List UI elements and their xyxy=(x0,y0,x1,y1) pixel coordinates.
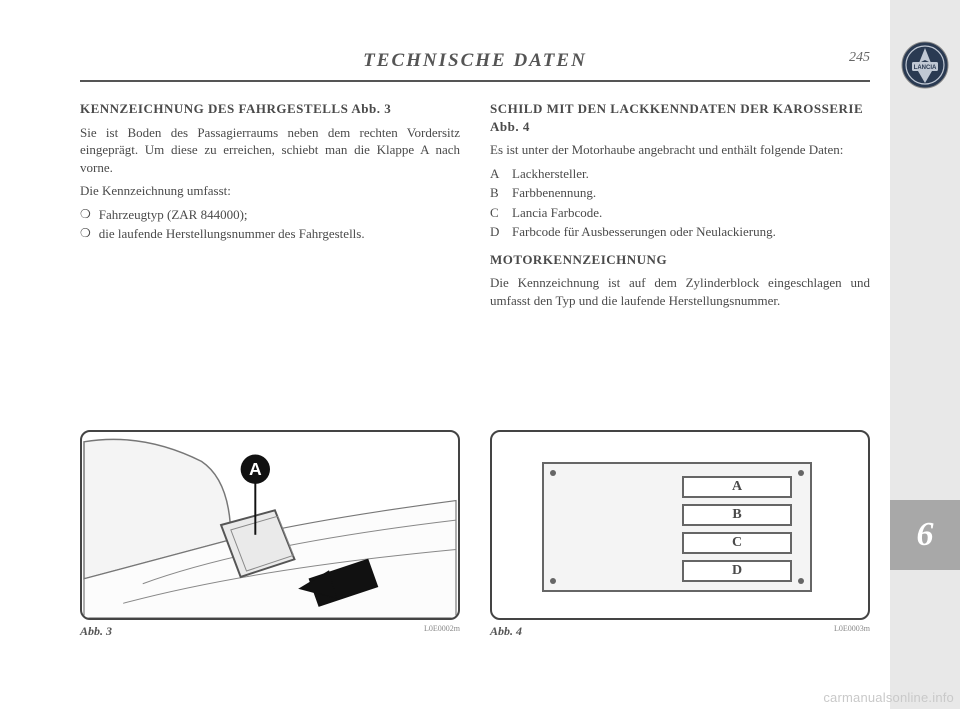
plate-slot-a: A xyxy=(682,476,792,498)
def-val: Farbcode für Ausbesserungen oder Neulack… xyxy=(512,223,776,241)
list-item-text: die laufende Herstellungsnummer des Fahr… xyxy=(99,225,365,243)
figures-row: A Abb. 3 L0E0002m A B C D xyxy=(80,430,870,639)
plate-screw-icon xyxy=(550,578,556,584)
def-row: ALackhersteller. xyxy=(490,165,870,183)
svg-text:LANCIA: LANCIA xyxy=(914,65,937,71)
plate-screw-icon xyxy=(798,578,804,584)
def-key: A xyxy=(490,165,512,183)
header-title: TECHNISCHE DATEN xyxy=(363,50,587,72)
left-para-2: Die Kennzeichnung umfasst: xyxy=(80,182,460,200)
figure-3: A Abb. 3 L0E0002m xyxy=(80,430,460,639)
margin-strip xyxy=(890,0,960,709)
svg-text:A: A xyxy=(249,459,262,479)
figure-3-drawing: A xyxy=(82,432,458,618)
figure-3-caption: Abb. 3 L0E0002m xyxy=(80,624,460,639)
def-val: Farbbenennung. xyxy=(512,184,596,202)
header-rule xyxy=(80,80,870,82)
def-key: C xyxy=(490,204,512,222)
page-header: TECHNISCHE DATEN 245 xyxy=(80,50,870,82)
def-key: B xyxy=(490,184,512,202)
page-number: 245 xyxy=(849,50,870,66)
left-heading: KENNZEICHNUNG DES FAHRGESTELLS Abb. 3 xyxy=(80,100,460,118)
def-row: DFarbcode für Ausbesserungen oder Neulac… xyxy=(490,223,870,241)
manual-page: 6 LANCIA TECHNISCHE DATEN 245 KENNZEICHN… xyxy=(0,0,960,709)
list-item: ❍ die laufende Herstellungsnummer des Fah… xyxy=(80,225,460,243)
lancia-logo-icon: LANCIA xyxy=(900,40,950,90)
section-tab: 6 xyxy=(890,500,960,570)
def-val: Lancia Farbcode. xyxy=(512,204,602,222)
figure-3-label: Abb. 3 xyxy=(80,624,112,639)
bullet-icon: ❍ xyxy=(80,206,91,223)
def-key: D xyxy=(490,223,512,241)
figure-4-caption: Abb. 4 L0E0003m xyxy=(490,624,870,639)
right-column: SCHILD MIT DEN LACKKENNDATEN DER KAROSSE… xyxy=(490,100,870,315)
figure-4-frame: A B C D xyxy=(490,430,870,620)
figure-4-code: L0E0003m xyxy=(834,624,870,639)
right-heading-1: SCHILD MIT DEN LACKKENNDATEN DER KAROSSE… xyxy=(490,100,870,135)
definition-list: ALackhersteller. BFarbbenennung. CLancia… xyxy=(490,165,870,241)
list-item-text: Fahrzeugtyp (ZAR 844000); xyxy=(99,206,248,224)
left-column: KENNZEICHNUNG DES FAHRGESTELLS Abb. 3 Si… xyxy=(80,100,460,315)
plate-slot-c: C xyxy=(682,532,792,554)
figure-3-code: L0E0002m xyxy=(424,624,460,639)
plate-slot-d: D xyxy=(682,560,792,582)
def-row: BFarbbenennung. xyxy=(490,184,870,202)
right-para-2: Die Kennzeichnung ist auf dem Zylinderbl… xyxy=(490,274,870,309)
plate-slot-b: B xyxy=(682,504,792,526)
list-item: ❍ Fahrzeugtyp (ZAR 844000); xyxy=(80,206,460,224)
content-columns: KENNZEICHNUNG DES FAHRGESTELLS Abb. 3 Si… xyxy=(80,100,870,315)
bullet-icon: ❍ xyxy=(80,225,91,242)
left-para-1: Sie ist Boden des Passagierraums neben d… xyxy=(80,124,460,177)
figure-4: A B C D Abb. 4 L0E0003m xyxy=(490,430,870,639)
figure-4-plate: A B C D xyxy=(542,462,812,592)
def-val: Lackhersteller. xyxy=(512,165,589,183)
plate-screw-icon xyxy=(550,470,556,476)
figure-3-frame: A xyxy=(80,430,460,620)
figure-4-label: Abb. 4 xyxy=(490,624,522,639)
right-para-1: Es ist unter der Motorhaube angebracht u… xyxy=(490,141,870,159)
section-number: 6 xyxy=(917,516,934,554)
watermark: carmanualsonline.info xyxy=(823,690,954,705)
left-bullet-list: ❍ Fahrzeugtyp (ZAR 844000); ❍ die laufende… xyxy=(80,206,460,243)
right-heading-2: MOTORKENNZEICHNUNG xyxy=(490,251,870,269)
plate-screw-icon xyxy=(798,470,804,476)
def-row: CLancia Farbcode. xyxy=(490,204,870,222)
